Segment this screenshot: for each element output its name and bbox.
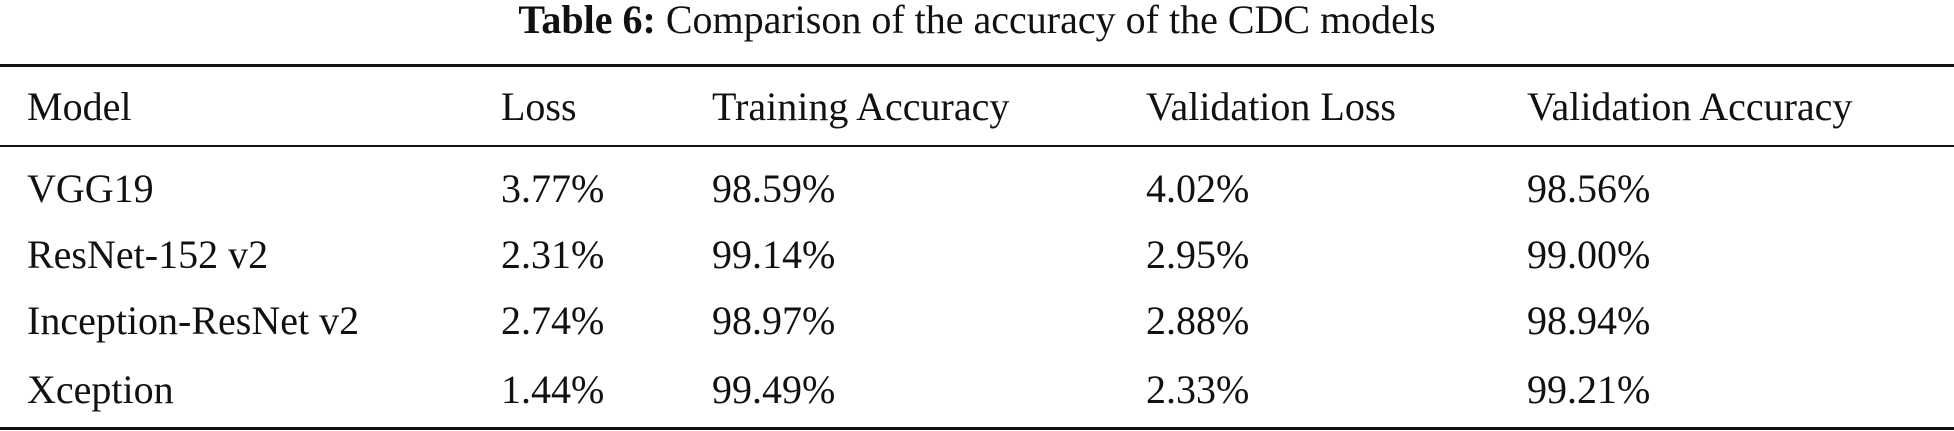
cell-model: Inception-ResNet v2 [27, 298, 360, 343]
cell-loss: 2.31% [501, 232, 605, 277]
cell-model: VGG19 [27, 166, 154, 211]
cell-loss: 1.44% [501, 367, 605, 412]
table-caption-text: Comparison of the accuracy of the CDC mo… [665, 0, 1436, 42]
cell-loss: 3.77% [501, 166, 605, 211]
table-row: ResNet-152 v2 2.31% 99.14% 2.95% 99.00% [0, 230, 1954, 280]
header-validation-loss: Validation Loss [1146, 84, 1396, 129]
cell-validation-accuracy: 98.56% [1527, 166, 1651, 211]
cell-model: Xception [27, 367, 174, 412]
cell-training-accuracy: 98.97% [712, 298, 836, 343]
cell-training-accuracy: 99.14% [712, 232, 836, 277]
table-caption: Table 6: Comparison of the accuracy of t… [0, 0, 1954, 46]
cell-loss: 2.74% [501, 298, 605, 343]
cell-validation-accuracy: 99.21% [1527, 367, 1651, 412]
cell-validation-loss: 2.88% [1146, 298, 1250, 343]
cell-training-accuracy: 98.59% [712, 166, 836, 211]
cell-model: ResNet-152 v2 [27, 232, 269, 277]
cell-validation-loss: 2.95% [1146, 232, 1250, 277]
table-row: Inception-ResNet v2 2.74% 98.97% 2.88% 9… [0, 296, 1954, 346]
cell-validation-loss: 2.33% [1146, 367, 1250, 412]
cell-validation-accuracy: 98.94% [1527, 298, 1651, 343]
table-bottom-rule [0, 427, 1954, 430]
cell-training-accuracy: 99.49% [712, 367, 836, 412]
table-header-rule [0, 145, 1954, 147]
header-model: Model [27, 84, 132, 129]
cell-validation-loss: 4.02% [1146, 166, 1250, 211]
table-row: Xception 1.44% 99.49% 2.33% 99.21% [0, 365, 1954, 415]
table-row: VGG19 3.77% 98.59% 4.02% 98.56% [0, 164, 1954, 214]
header-training-accuracy: Training Accuracy [712, 84, 1010, 129]
table-caption-label: Table 6: [518, 0, 656, 42]
header-loss: Loss [501, 84, 577, 129]
cell-validation-accuracy: 99.00% [1527, 232, 1651, 277]
table-top-rule [0, 64, 1954, 67]
table-header-row: Model Loss Training Accuracy Validation … [0, 82, 1954, 132]
header-validation-accuracy: Validation Accuracy [1527, 84, 1853, 129]
